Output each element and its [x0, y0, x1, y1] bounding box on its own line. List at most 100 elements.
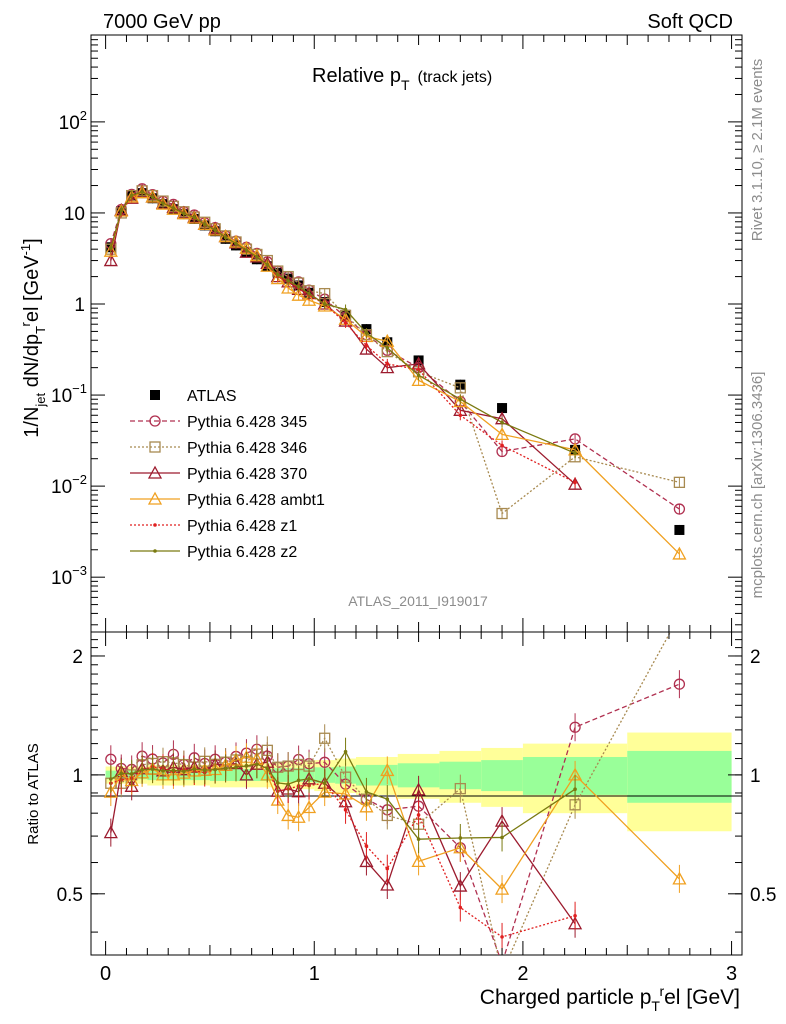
ratio-point — [411, 782, 426, 796]
series-line — [110, 191, 576, 483]
data-point — [674, 524, 685, 535]
ratio-y-tick-label: 2 — [750, 647, 761, 668]
y-axis-label: 1/Njet dN/dpTrel [GeV-1] — [18, 238, 48, 437]
ratio-point — [239, 767, 254, 781]
ratio-point — [364, 790, 369, 794]
ratio-point — [119, 771, 124, 776]
ratio-point — [244, 764, 249, 768]
legend-label: Pythia 6.428 346 — [187, 440, 307, 457]
legend: ATLAS Pythia 6.428 345 Pythia 6.428 346 Pyt… — [130, 388, 325, 561]
ratio-point — [672, 871, 687, 885]
ratio-point — [171, 768, 176, 773]
ratio-point — [385, 866, 390, 871]
x-tick-label: 3 — [726, 963, 737, 985]
ratio-band-inner — [627, 750, 732, 803]
data-point — [673, 503, 686, 515]
x-tick-label: 0 — [100, 963, 111, 985]
data-point — [244, 248, 249, 252]
legend-marker — [153, 523, 157, 527]
data-point — [411, 373, 426, 387]
data-point — [103, 253, 118, 267]
data-point — [150, 195, 155, 199]
ratio-point — [281, 808, 296, 822]
ratio-point — [255, 762, 259, 766]
header-left: 7000 GeV pp — [103, 11, 221, 33]
x-axis: 0 1 2 3 — [100, 35, 737, 985]
data-point — [416, 367, 421, 372]
data-point — [129, 193, 134, 198]
ratio-line — [110, 632, 672, 955]
y-tick-label: 1 — [74, 295, 85, 316]
ratio-point — [343, 808, 348, 812]
data-point — [380, 360, 395, 374]
ratio-point — [296, 778, 301, 783]
data-point — [192, 215, 197, 220]
legend-marker — [147, 491, 163, 505]
ratio-point — [223, 766, 228, 771]
ratio-point — [673, 678, 686, 690]
ratio-panel: 0.5 0.5 1 1 2 2 0 1 2 3 — [57, 35, 776, 985]
ratio-point — [109, 777, 113, 781]
series-line — [110, 191, 576, 454]
ratio-point — [322, 781, 327, 786]
header-right: Soft QCD — [647, 11, 733, 33]
rivet-version-label: Rivet 3.1.10, ≥ 2.1M events — [749, 59, 766, 242]
data-point — [140, 190, 144, 194]
data-point — [291, 287, 306, 301]
series-1 — [105, 183, 686, 515]
data-point — [255, 254, 259, 259]
ratio-point — [161, 769, 165, 773]
data-point — [124, 189, 139, 203]
ratio-point — [364, 844, 369, 848]
ratio-point — [416, 813, 421, 817]
main-frame — [90, 34, 743, 633]
ratio-point — [291, 809, 306, 823]
data-point — [364, 331, 369, 335]
data-point — [234, 241, 238, 246]
data-point — [364, 343, 369, 348]
data-point — [359, 341, 374, 355]
y-tick-label: 10 — [64, 204, 85, 225]
main-panel: 102 10 1 10−1 10−2 10−3 — [51, 34, 743, 633]
ratio-point — [573, 787, 577, 791]
data-point — [672, 546, 687, 560]
data-point — [166, 201, 181, 215]
data-point — [286, 278, 290, 283]
ratio-point — [192, 767, 197, 771]
ratio-series-group — [103, 632, 687, 955]
ratio-y-axis-label: Ratio to ATLAS — [25, 743, 42, 844]
data-point — [497, 403, 508, 414]
series-3 — [103, 184, 583, 490]
data-point — [385, 362, 390, 366]
ratio-point — [569, 721, 581, 733]
y-tick-label: 10−3 — [51, 563, 87, 589]
legend-label: Pythia 6.428 z1 — [187, 518, 297, 535]
legend-label: Pythia 6.428 ambt1 — [187, 492, 325, 509]
ratio-y-tick-label: 1 — [750, 766, 761, 787]
data-point — [161, 201, 165, 205]
ratio-series-6 — [109, 737, 577, 854]
ratio-point — [454, 782, 466, 795]
data-point — [135, 185, 150, 199]
data-point — [385, 346, 390, 350]
data-point — [343, 321, 348, 325]
ratio-point — [301, 800, 317, 814]
plot-title: Relative pT (track jets) — [312, 65, 492, 93]
ratio-series-1 — [105, 670, 686, 955]
ratio-point — [359, 854, 374, 868]
data-point — [260, 258, 275, 272]
data-point — [265, 262, 270, 267]
ratio-point — [380, 763, 395, 777]
data-point — [296, 284, 301, 289]
data-point — [109, 246, 113, 251]
ratio-point — [359, 799, 374, 813]
data-point — [458, 397, 463, 402]
legend-marker — [150, 390, 160, 400]
ratio-line — [110, 750, 576, 840]
legend-label: Pythia 6.428 z2 — [187, 544, 297, 561]
data-point — [573, 451, 577, 455]
ratio-point — [343, 749, 348, 754]
main-series-group — [103, 183, 687, 560]
legend-marker — [153, 549, 157, 553]
data-point — [673, 476, 686, 489]
